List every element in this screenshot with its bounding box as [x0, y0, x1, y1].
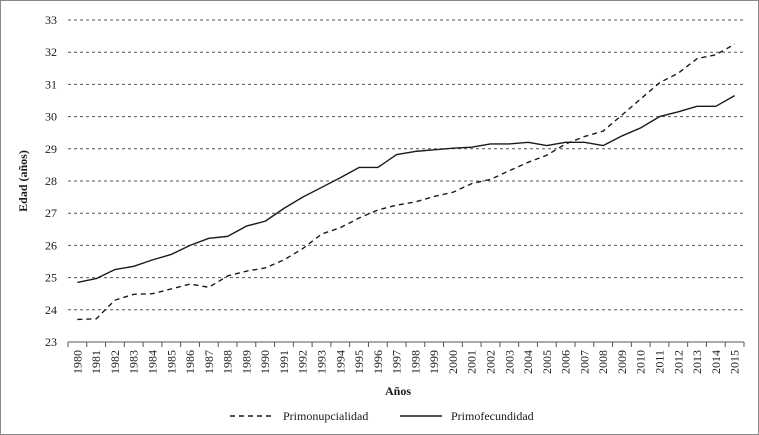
x-tick-label: 2012	[671, 350, 685, 374]
y-axis-label: Edad (años)	[16, 150, 30, 212]
x-tick-label: 1993	[315, 350, 329, 374]
x-tick-label: 1995	[352, 350, 366, 374]
x-tick-label: 2014	[709, 350, 723, 374]
x-tick-label: 1989	[239, 350, 253, 374]
y-tick-label: 30	[45, 110, 57, 124]
x-tick-label: 2001	[465, 350, 479, 374]
x-tick-label: 1981	[89, 350, 103, 374]
x-tick-label: 1986	[183, 350, 197, 374]
x-tick-label: 2002	[484, 350, 498, 374]
x-tick-label: 1987	[202, 350, 216, 374]
x-axis-label: Años	[385, 384, 411, 398]
x-tick-label: 2013	[690, 350, 704, 374]
y-tick-label: 31	[45, 77, 57, 91]
y-tick-label: 32	[45, 45, 57, 59]
x-tick-label: 1997	[390, 350, 404, 374]
legend-label-primonupcialidad: Primonupcialidad	[283, 409, 368, 423]
series-line-primofecundidad	[77, 95, 735, 284]
x-tick-label: 2000	[446, 350, 460, 374]
x-tick-label: 2011	[653, 350, 667, 374]
x-tick-label: 2015	[728, 350, 742, 374]
legend-label-primofecundidad: Primofecundidad	[451, 409, 534, 423]
y-tick-label: 26	[45, 238, 57, 252]
x-tick-label: 1990	[258, 350, 272, 374]
x-tick-label: 1983	[127, 350, 141, 374]
x-tick-label: 1988	[221, 350, 235, 374]
y-tick-label: 29	[45, 142, 57, 156]
y-tick-label: 27	[45, 206, 57, 220]
y-tick-label: 28	[45, 174, 57, 188]
x-tick-label: 2003	[502, 350, 516, 374]
x-tick-label: 1985	[164, 350, 178, 374]
x-tick-labels: 1980 1981 1982 1983 1984 1985 1986 1987 1988 1989…	[70, 350, 741, 374]
x-tick-label: 2007	[577, 350, 591, 374]
x-tick-label: 2005	[540, 350, 554, 374]
legend: Primonupcialidad Primofecundidad	[230, 409, 534, 423]
y-tick-label: 24	[45, 303, 57, 317]
x-tick-label: 2008	[596, 350, 610, 374]
series-lines	[77, 43, 735, 321]
x-tick-label: 1994	[333, 350, 347, 374]
x-tick-label: 1984	[146, 350, 160, 374]
x-tick-label: 1999	[427, 350, 441, 374]
gridlines	[67, 19, 745, 347]
x-tick-label: 1991	[277, 350, 291, 374]
x-tick-label: 1982	[108, 350, 122, 374]
x-tick-label: 2010	[634, 350, 648, 374]
y-tick-label: 33	[45, 13, 57, 27]
y-tick-labels: 23 24 25 26 27 28 29 30 31 32 33	[45, 13, 57, 349]
x-tick-label: 2004	[521, 350, 535, 374]
series-line-primonupcialidad	[77, 43, 735, 321]
x-tick-label: 2009	[615, 350, 629, 374]
x-tick-label: 2006	[559, 350, 573, 374]
x-tick-label: 1996	[371, 350, 385, 374]
y-tick-label: 23	[45, 335, 57, 349]
y-tick-label: 25	[45, 271, 57, 285]
x-tick-label: 1980	[70, 350, 84, 374]
x-tick-label: 1992	[296, 350, 310, 374]
x-tick-label: 1998	[408, 350, 422, 374]
